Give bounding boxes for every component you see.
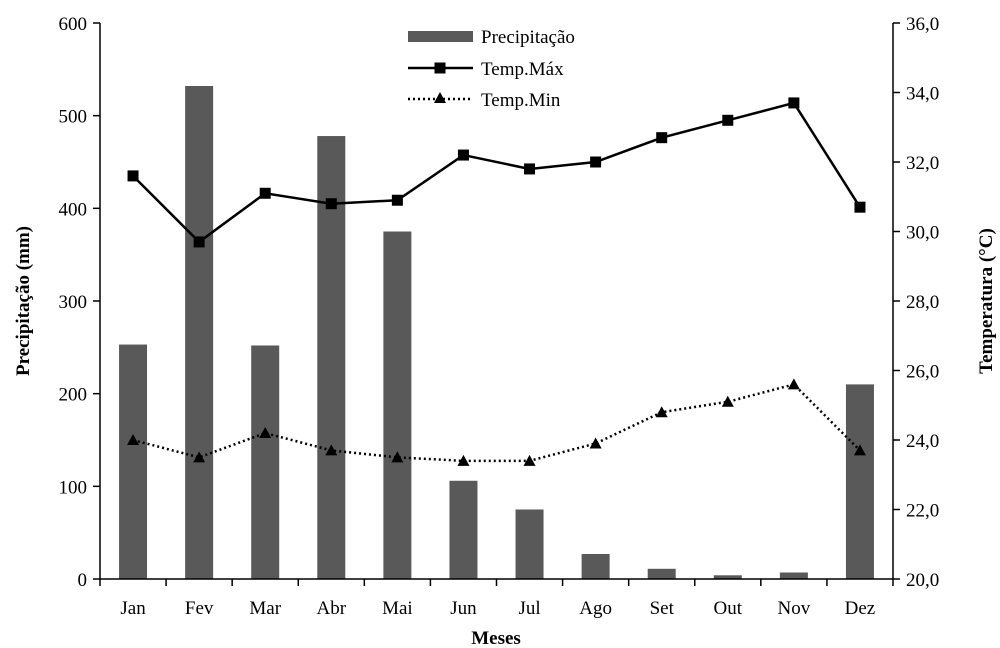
x-tick-label-abr: Abr	[317, 598, 347, 619]
bar-mar	[251, 345, 280, 579]
bar-jan	[119, 344, 148, 579]
y-tick-label-right: 22,0	[906, 501, 939, 522]
legend-tmin-marker	[434, 92, 446, 103]
tmax-marker-jun	[457, 149, 469, 161]
x-tick-label-jun: Jun	[450, 598, 477, 619]
bar-nov	[779, 572, 808, 579]
bar-mai	[383, 231, 412, 579]
x-tick-label-jan: Jan	[120, 598, 146, 619]
bar-out	[713, 575, 742, 579]
y-tick-label-left: 200	[59, 385, 88, 406]
y-axis-title-left: Precipitação (mm)	[13, 226, 34, 376]
tmax-line	[132, 101, 862, 244]
tmin-marker-ago	[589, 437, 602, 449]
bar-dez	[845, 384, 874, 579]
legend-tmin-label: Temp.Min	[481, 90, 561, 111]
y-tick-label-right: 24,0	[906, 431, 939, 452]
tmin-marker-out	[721, 395, 734, 407]
tick-marks	[93, 22, 900, 586]
tmax-marker-abr	[325, 198, 337, 210]
x-tick-label-nov: Nov	[778, 598, 811, 619]
bar-jul	[515, 509, 544, 579]
legend: Precipitação Temp.Máx Temp.Min	[408, 27, 575, 111]
x-tick-label-jul: Jul	[518, 598, 540, 619]
tmin-marker-dez	[853, 444, 866, 456]
tmax-marker-jan	[127, 170, 139, 182]
y-tick-label-right: 26,0	[906, 362, 939, 383]
legend-tmax-label: Temp.Máx	[481, 59, 564, 80]
y-tick-label-left: 500	[59, 107, 88, 128]
x-axis-title: Meses	[471, 628, 521, 648]
tmax-marker-ago	[590, 156, 602, 168]
precipitation-bars	[119, 86, 874, 579]
y-tick-label-right: 30,0	[906, 223, 939, 244]
tmin-marker-nov	[787, 378, 800, 390]
x-tick-label-fev: Fev	[185, 598, 214, 619]
tmax-marker-mai	[391, 194, 403, 206]
tmin-line	[132, 383, 861, 463]
bar-ago	[581, 553, 610, 579]
temperature-lines	[127, 97, 866, 466]
y-tick-label-right: 32,0	[906, 153, 939, 174]
y-tick-label-left: 100	[59, 477, 88, 498]
tmin-marker-jul	[523, 454, 536, 466]
y-tick-label-right: 34,0	[906, 84, 939, 105]
legend-precipitation-swatch	[408, 31, 473, 42]
y-tick-label-right: 20,0	[906, 570, 939, 591]
x-tick-label-out: Out	[714, 598, 743, 619]
tmin-marker-jan	[127, 434, 140, 445]
tmin-marker-mar	[259, 427, 272, 439]
tmax-marker-dez	[854, 201, 866, 213]
x-tick-label-mai: Mai	[382, 598, 413, 619]
y-tick-label-right: 36,0	[906, 14, 939, 35]
tmax-marker-fev	[193, 236, 205, 248]
x-tick-label-ago: Ago	[579, 598, 612, 619]
tick-labels: 0 100 200 300 400 500 600 20,0 22,0 24,0 26,0 28,0 3…	[59, 14, 940, 619]
y-tick-label-left: 400	[59, 199, 88, 220]
tmin-marker-set	[655, 406, 668, 418]
tmin-marker-jun	[457, 454, 470, 466]
tmax-marker-out	[722, 114, 734, 126]
tmax-marker-nov	[788, 97, 800, 109]
bar-set	[647, 568, 676, 579]
x-tick-label-dez: Dez	[845, 598, 876, 619]
tmin-marker-fev	[193, 451, 206, 463]
tmax-marker-jul	[524, 163, 536, 175]
legend-precipitation-label: Precipitação	[481, 27, 575, 48]
tmin-marker-mai	[391, 451, 404, 463]
tmin-marker-abr	[325, 444, 338, 456]
legend-tmax-marker	[434, 62, 446, 74]
y-tick-label-right: 28,0	[906, 292, 939, 313]
bar-fev	[185, 86, 214, 579]
x-tick-label-mar: Mar	[249, 598, 281, 619]
y-tick-label-left: 600	[59, 14, 88, 35]
bar-jun	[449, 480, 478, 579]
y-axis-title-right: Temperatura (°C)	[976, 228, 997, 374]
tmax-marker-mar	[259, 187, 271, 199]
x-tick-label-set: Set	[650, 598, 675, 619]
y-tick-label-left: 0	[78, 570, 88, 591]
tmax-marker-set	[656, 132, 668, 144]
y-tick-label-left: 300	[59, 292, 88, 313]
bar-abr	[317, 136, 346, 579]
